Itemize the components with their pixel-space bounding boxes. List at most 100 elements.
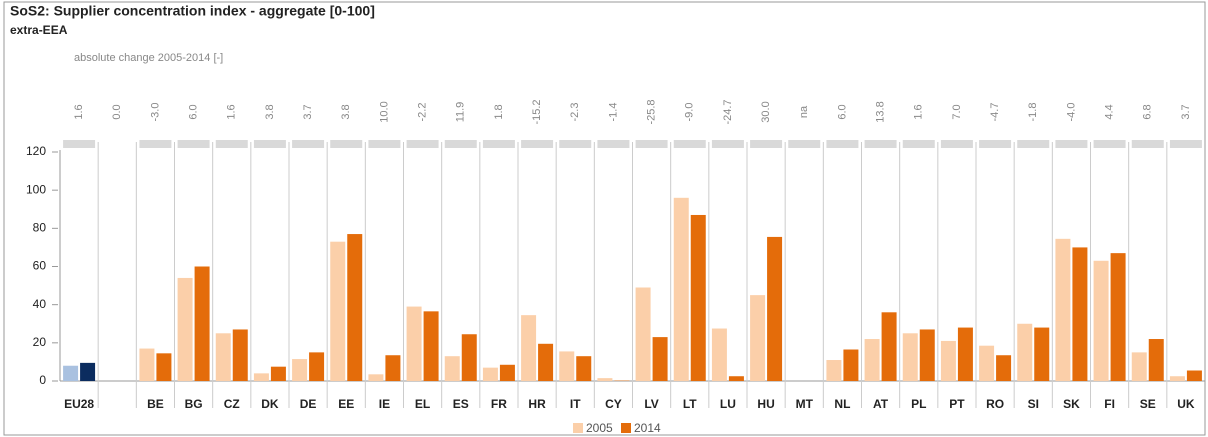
change-label: 6.0 [836,104,848,119]
x-tick-label: AT [873,397,889,411]
x-tick-label: BG [185,397,203,411]
bar [635,287,651,381]
change-label: 3.7 [302,104,314,119]
bar [1093,260,1109,381]
header-box [253,140,286,148]
chart-title: SoS2: Supplier concentration index - agg… [10,3,375,19]
bar [63,365,79,381]
bar [1131,352,1147,381]
bar [864,339,880,381]
bar [576,356,592,381]
bar [1169,376,1185,381]
change-label: 1.6 [73,104,85,119]
bar [330,241,346,381]
change-label: -15.2 [531,99,543,124]
change-label: 10.0 [378,101,390,122]
x-tick-label: MT [796,397,814,411]
x-tick-label: DE [300,397,317,411]
bar [767,236,783,381]
x-tick-label: SK [1063,397,1080,411]
header-box [635,140,668,148]
bar [385,355,401,381]
header-box [597,140,630,148]
change-label: -24.7 [722,99,734,124]
x-tick-label: EE [338,397,354,411]
header-box [444,140,477,148]
change-label: 13.8 [874,101,886,122]
header-box [482,140,515,148]
bar [292,359,308,381]
x-tick-label: CY [605,397,622,411]
x-tick-label: UK [1177,397,1195,411]
bar [843,349,859,381]
x-tick-label: DK [261,397,279,411]
y-tick-label: 40 [33,297,47,311]
bar [597,378,613,381]
x-tick-label: IE [379,397,390,411]
bar [711,328,727,381]
bar [309,352,325,381]
bar [499,364,515,381]
change-label: 1.6 [913,104,925,119]
x-tick-label: HR [528,397,546,411]
change-label: 1.8 [493,104,505,119]
x-tick-label: EU28 [64,397,94,411]
header-box [940,140,973,148]
header-box [979,140,1012,148]
header-box [1093,140,1126,148]
bar [80,362,96,381]
header-box [1131,140,1164,148]
header-box [521,140,554,148]
change-label: -9.0 [684,103,696,122]
legend-swatch [573,423,583,433]
x-tick-label: BE [147,397,164,411]
change-label: -2.3 [569,103,581,122]
change-label: -1.8 [1027,103,1039,122]
x-tick-label: FI [1104,397,1115,411]
bar [461,334,477,381]
header-box [864,140,897,148]
bar [1110,253,1126,381]
x-tick-label: CZ [224,397,240,411]
x-tick-label: ES [453,397,469,411]
header-box [1055,140,1088,148]
y-tick-label: 20 [33,335,47,349]
bar [406,306,422,381]
header-box [673,140,706,148]
change-label: 30.0 [760,101,772,122]
x-tick-label: RO [986,397,1004,411]
bar [979,345,995,381]
x-tick-label: LV [644,397,658,411]
bar [232,329,248,381]
bar [826,360,842,381]
x-tick-label: NL [834,397,850,411]
header-box [711,140,744,148]
x-tick-label: FR [491,397,507,411]
bar [253,373,269,381]
change-label: 0.0 [111,104,123,119]
change-label: na [798,105,810,118]
bar [1034,327,1050,381]
header-box [177,140,210,148]
bar [194,266,210,381]
bar [139,348,155,381]
y-tick-label: 60 [33,259,47,273]
y-tick-label: 0 [39,373,46,387]
legend-label: 2014 [634,421,661,435]
bar [347,234,363,381]
change-label: 1.6 [226,104,238,119]
chart-subtitle: extra-EEA [10,23,68,37]
x-tick-label: HU [757,397,774,411]
header-box [1169,140,1202,148]
bar [728,376,744,381]
change-label: 3.8 [340,104,352,119]
change-label: 3.7 [1180,104,1192,119]
legend-swatch [621,423,631,433]
bar [690,214,706,381]
x-tick-label: PL [911,397,926,411]
header-box [215,140,248,148]
header-box [750,140,783,148]
annotation: absolute change 2005-2014 [-] [74,52,223,64]
change-label: 3.8 [264,104,276,119]
